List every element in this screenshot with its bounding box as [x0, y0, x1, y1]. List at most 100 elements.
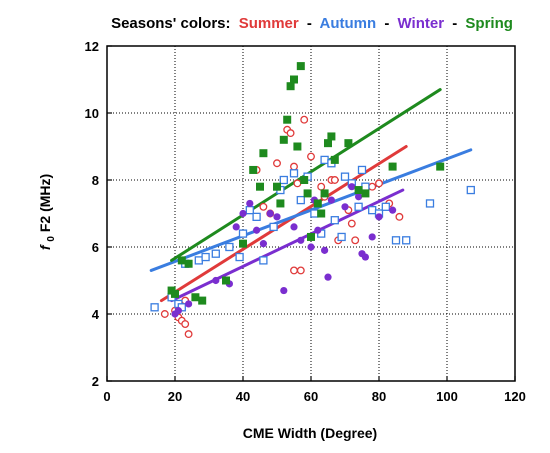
- legend: Seasons' colors: Summer - Autumn - Winte…: [111, 15, 513, 32]
- y-tick-label-8: 8: [92, 173, 99, 188]
- point-summer-26: [347, 219, 356, 228]
- y-tick-label-4: 4: [92, 307, 100, 322]
- point-spring-28: [344, 139, 353, 148]
- point-spring-6: [222, 276, 230, 285]
- point-spring-14: [283, 115, 292, 124]
- point-spring-16: [290, 75, 298, 84]
- point-spring-31: [388, 162, 397, 171]
- x-tick-label-120: 120: [504, 389, 526, 404]
- x-tick-label-60: 60: [304, 389, 318, 404]
- y-axis-title: f 0 F2 (MHz): [37, 174, 57, 250]
- point-winter-13: [290, 223, 298, 231]
- point-spring-32: [436, 162, 445, 171]
- point-winter-21: [341, 203, 349, 211]
- point-winter-25: [361, 253, 369, 261]
- point-winter-5: [232, 223, 240, 231]
- point-spring-12: [276, 199, 285, 208]
- point-spring-1: [171, 289, 179, 298]
- point-autumn-13: [259, 256, 268, 265]
- legend-sep-2: -: [384, 15, 389, 32]
- y-axis-ticks: 2 4 6 8 10 12: [85, 39, 112, 389]
- point-summer-19: [296, 266, 305, 275]
- point-winter-9: [259, 240, 267, 248]
- point-winter-20: [327, 196, 335, 204]
- point-spring-17: [293, 142, 302, 151]
- point-winter-18: [321, 246, 329, 254]
- point-winter-6: [239, 209, 247, 218]
- point-summer-17: [307, 152, 315, 161]
- legend-sep-3: -: [452, 15, 457, 32]
- point-summer-27: [351, 236, 360, 245]
- point-summer-23: [330, 176, 339, 184]
- point-spring-11: [273, 182, 281, 191]
- trend-line-summer: [159, 145, 408, 303]
- point-winter-28: [389, 206, 397, 214]
- point-summer-32: [395, 212, 404, 221]
- point-autumn-33: [381, 202, 390, 211]
- point-autumn-26: [340, 172, 350, 181]
- point-winter-1: [174, 307, 182, 315]
- point-summer-18: [290, 266, 298, 275]
- point-summer-11: [273, 159, 281, 168]
- point-summer-28: [368, 182, 377, 191]
- x-axis-title: CME Width (Degree): [243, 425, 377, 441]
- series-summer: [160, 115, 404, 339]
- legend-summer: Summer: [239, 15, 299, 32]
- point-spring-7: [239, 239, 247, 248]
- point-summer-0: [160, 310, 169, 318]
- point-spring-2: [177, 256, 186, 265]
- point-winter-11: [273, 213, 281, 221]
- point-winter-10: [266, 209, 274, 218]
- point-winter-17: [314, 226, 322, 234]
- y-tick-label-2: 2: [92, 374, 99, 389]
- point-winter-14: [297, 236, 305, 244]
- point-winter-23: [355, 193, 363, 201]
- point-winter-7: [246, 199, 254, 208]
- point-summer-15: [293, 179, 302, 188]
- point-autumn-30: [361, 182, 370, 191]
- y-axis-title-subscript: 0: [46, 236, 57, 242]
- y-axis-title-f: f: [37, 244, 53, 250]
- point-autumn-18: [296, 195, 305, 205]
- point-winter-27: [375, 213, 383, 221]
- point-summer-4: [181, 320, 190, 328]
- point-autumn-35: [402, 236, 411, 245]
- x-tick-label-100: 100: [436, 389, 458, 404]
- point-autumn-29: [357, 165, 367, 175]
- legend-sep-1: -: [307, 15, 312, 32]
- point-winter-15: [307, 243, 315, 251]
- point-summer-16: [300, 115, 309, 124]
- point-spring-15: [286, 82, 295, 91]
- x-tick-label-40: 40: [236, 389, 250, 404]
- point-spring-5: [198, 296, 207, 305]
- point-autumn-5: [194, 256, 203, 265]
- point-spring-24: [320, 189, 329, 198]
- point-autumn-17: [289, 169, 299, 178]
- x-tick-label-20: 20: [168, 389, 182, 404]
- point-spring-29: [354, 186, 363, 195]
- point-spring-4: [191, 293, 200, 302]
- series-spring: [167, 62, 445, 305]
- legend-spring: Spring: [465, 15, 513, 32]
- point-autumn-22: [320, 155, 329, 165]
- point-spring-26: [327, 132, 336, 141]
- point-autumn-8: [225, 242, 234, 252]
- point-summer-13: [286, 129, 295, 138]
- point-spring-13: [279, 135, 288, 144]
- point-summer-5: [184, 330, 193, 339]
- legend-autumn: Autumn: [320, 15, 377, 32]
- point-winter-22: [348, 183, 356, 191]
- point-spring-18: [296, 62, 305, 71]
- point-autumn-34: [391, 236, 401, 245]
- point-winter-3: [212, 276, 220, 285]
- point-autumn-9: [235, 252, 244, 262]
- point-autumn-6: [201, 252, 210, 262]
- point-spring-25: [324, 139, 332, 148]
- y-tick-label-10: 10: [85, 106, 99, 121]
- point-spring-30: [361, 189, 370, 198]
- point-autumn-16: [279, 175, 288, 185]
- point-spring-20: [303, 189, 312, 198]
- x-axis-ticks: 0 20 40 60 80 100 120: [103, 376, 526, 404]
- point-spring-10: [259, 149, 268, 158]
